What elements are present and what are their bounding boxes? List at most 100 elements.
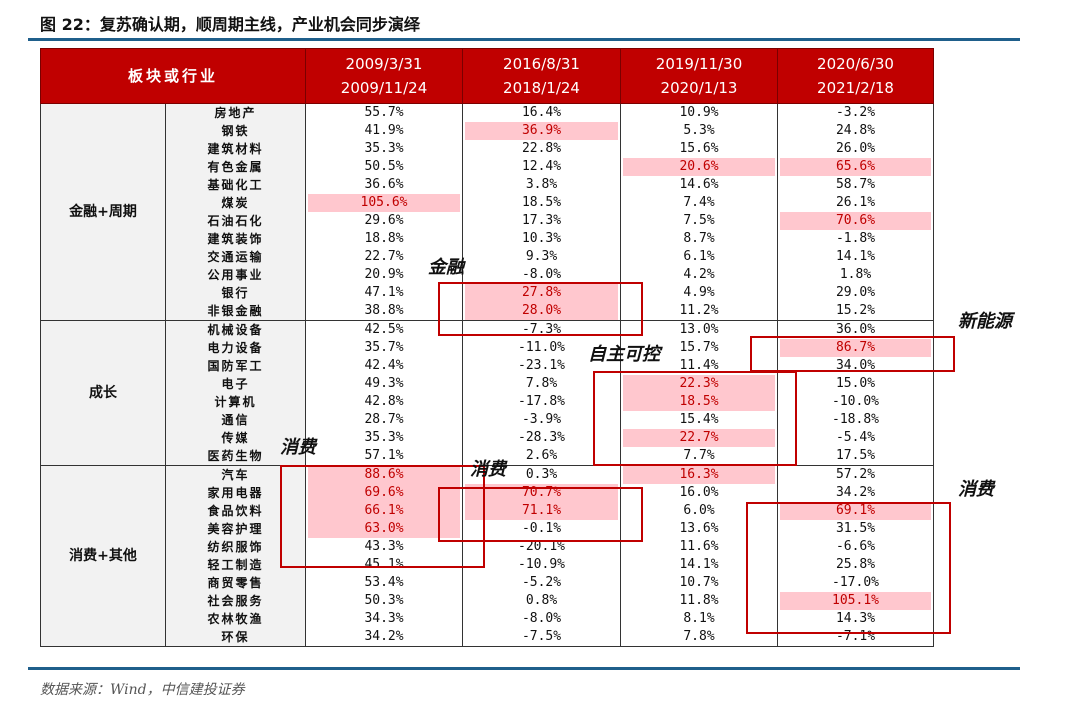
return-value: -23.1% [518, 358, 565, 373]
return-value: 7.5% [683, 213, 715, 228]
return-cell: 24.8% [777, 122, 935, 140]
return-value: 8.1% [683, 611, 715, 626]
return-cell: 15.7% [620, 339, 779, 357]
return-value: 7.4% [683, 195, 715, 210]
annotation-label: 消费 [958, 479, 994, 500]
return-cell: 35.3% [305, 140, 464, 158]
return-cell: 26.0% [777, 140, 935, 158]
return-value: -6.6% [835, 539, 876, 554]
header-period-3: 2019/11/30 2020/1/13 [620, 48, 779, 104]
return-value: 22.7% [364, 249, 404, 264]
return-value: 13.6% [679, 521, 719, 536]
return-value: 14.3% [835, 611, 876, 626]
industry-name: 农林牧渔 [164, 610, 307, 628]
return-value: 49.3% [364, 376, 404, 391]
industry-name: 建筑装饰 [164, 230, 307, 248]
table-row: 电力设备 35.7% -11.0% 15.7% 86.7% [41, 339, 935, 357]
header-period-2: 2016/8/31 2018/1/24 [462, 48, 622, 104]
return-value: 9.3% [525, 249, 558, 264]
return-cell: 71.1% [462, 502, 622, 520]
return-cell: 25.8% [777, 556, 935, 574]
return-value: 10.9% [679, 105, 719, 120]
return-value: 20.6% [623, 158, 776, 176]
return-value: 36.9% [465, 122, 619, 140]
return-cell: 18.5% [620, 393, 779, 411]
return-value: 27.8% [465, 284, 619, 302]
industry-name: 纺织服饰 [164, 538, 307, 556]
return-cell: 1.8% [777, 266, 935, 284]
table-row: 电子 49.3% 7.8% 22.3% 15.0% [41, 375, 935, 393]
return-cell: 17.3% [462, 212, 622, 230]
bottom-rule [28, 667, 1020, 670]
return-cell: 63.0% [305, 520, 464, 538]
return-cell: 22.3% [620, 375, 779, 393]
return-value: 10.7% [679, 575, 719, 590]
return-value: 7.8% [683, 629, 715, 644]
return-cell: 11.8% [620, 592, 779, 610]
return-value: 18.8% [364, 231, 404, 246]
return-cell: 29.0% [777, 284, 935, 302]
return-cell: 7.5% [620, 212, 779, 230]
return-cell: 49.3% [305, 375, 464, 393]
return-value: 69.6% [308, 484, 461, 502]
return-cell: 26.1% [777, 194, 935, 212]
industry-name: 传媒 [164, 429, 307, 447]
return-cell: 105.6% [305, 194, 464, 212]
industry-name: 家用电器 [164, 484, 307, 502]
period-start: 2009/3/31 [345, 55, 423, 73]
industry-name: 社会服务 [164, 592, 307, 610]
return-value: -18.8% [832, 412, 879, 427]
return-cell: 14.1% [777, 248, 935, 266]
table-row: 金融+周期 房地产 55.7% 16.4% 10.9% -3.2% [40, 103, 935, 321]
return-cell: 35.3% [305, 429, 464, 447]
return-value: 42.8% [364, 394, 404, 409]
table-row: 商贸零售 53.4% -5.2% 10.7% -17.0% [41, 574, 935, 592]
return-value: 65.6% [780, 158, 932, 176]
return-value: 42.4% [364, 358, 404, 373]
industry-name: 交通运输 [164, 248, 307, 266]
return-value: 15.7% [679, 340, 719, 355]
return-cell: 0.8% [462, 592, 622, 610]
industry-name: 国防军工 [164, 357, 307, 375]
return-cell: 50.5% [305, 158, 464, 176]
return-cell: 15.6% [620, 140, 779, 158]
return-value: 10.3% [521, 231, 562, 246]
group-label: 消费+其他 [40, 465, 166, 647]
industry-name: 钢铁 [164, 122, 307, 140]
group-label: 金融+周期 [40, 103, 166, 321]
return-cell: 41.9% [305, 122, 464, 140]
return-cell: 8.1% [620, 610, 779, 628]
return-cell: -7.5% [462, 628, 622, 647]
industry-name: 商贸零售 [164, 574, 307, 592]
table-row: 纺织服饰 43.3% -20.1% 11.6% -6.6% [41, 538, 935, 556]
return-cell: 34.3% [305, 610, 464, 628]
period-start: 2016/8/31 [503, 55, 580, 73]
return-cell: 15.2% [777, 302, 935, 321]
return-value: -7.3% [521, 322, 562, 337]
return-value: 36.0% [835, 322, 876, 337]
return-cell: 11.4% [620, 357, 779, 375]
return-cell: 7.8% [620, 628, 779, 647]
return-cell: 34.2% [305, 628, 464, 647]
return-value: 7.8% [525, 376, 558, 391]
industry-name: 基础化工 [164, 176, 307, 194]
return-value: 42.5% [364, 322, 404, 337]
return-value: 34.2% [364, 629, 404, 644]
return-value: 36.6% [364, 177, 404, 192]
top-rule [28, 38, 1020, 41]
return-value: 14.6% [679, 177, 719, 192]
return-value: 14.1% [835, 249, 876, 264]
sector-returns-table: 板块或行业 2009/3/31 2009/11/24 2016/8/31 2018/… [39, 48, 935, 647]
table-row: 建筑装饰 18.8% 10.3% 8.7% -1.8% [41, 230, 935, 248]
industry-name: 汽车 [164, 465, 307, 484]
industry-name: 公用事业 [164, 266, 307, 284]
table-row: 计算机 42.8% -17.8% 18.5% -10.0% [41, 393, 935, 411]
return-cell: 86.7% [777, 339, 935, 357]
period-start: 2020/6/30 [817, 55, 894, 73]
return-value: 11.6% [679, 539, 719, 554]
return-value: 11.2% [679, 303, 719, 318]
table-row: 食品饮料 66.1% 71.1% 6.0% 69.1% [41, 502, 935, 520]
return-value: -10.9% [518, 557, 565, 572]
industry-name: 石油石化 [164, 212, 307, 230]
return-value: 18.5% [521, 195, 562, 210]
